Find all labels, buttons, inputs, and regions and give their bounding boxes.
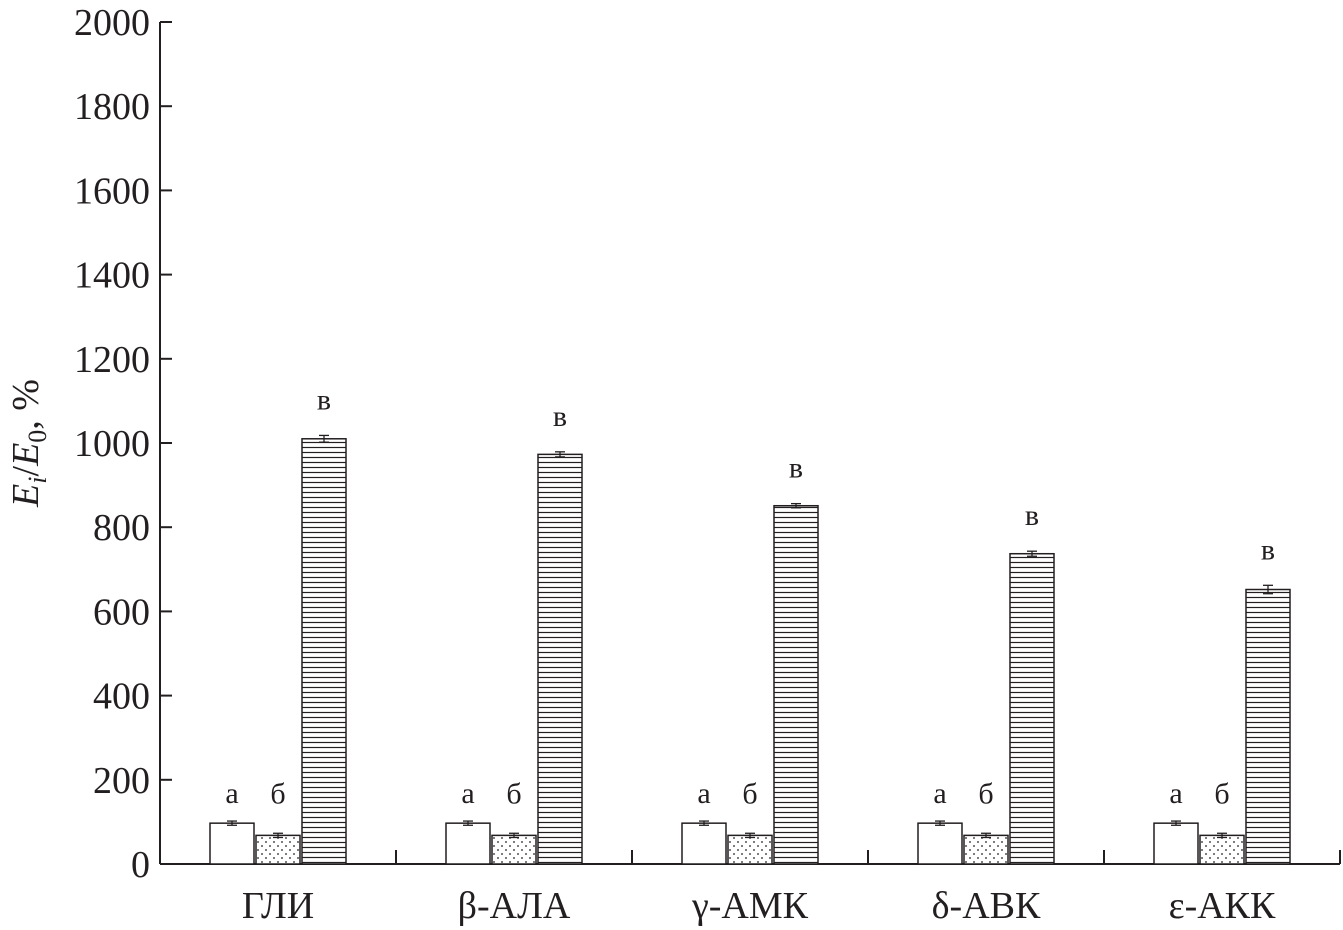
ylabel-slash: / xyxy=(5,465,47,476)
bar-letter-label: а xyxy=(697,777,710,810)
ylabel-e: E xyxy=(5,484,47,508)
bar xyxy=(301,438,347,865)
bar-letter-label: в xyxy=(317,383,331,416)
y-tick-label: 1800 xyxy=(74,86,150,128)
bar xyxy=(445,822,491,865)
bar-letter-label: в xyxy=(553,400,567,433)
x-axis-ticks: ГЛИ β-АЛА γ-АМК δ-АВК ε-АКК xyxy=(242,850,1341,927)
x-category-label: ε-АКК xyxy=(1169,885,1276,927)
ylabel-e0: E xyxy=(5,443,47,467)
y-tick-label: 0 xyxy=(131,844,150,886)
bar xyxy=(773,504,819,865)
bar-letter-label: б xyxy=(978,777,993,810)
bar-letter-label: а xyxy=(461,777,474,810)
y-tick-label: 2000 xyxy=(74,2,150,44)
bar xyxy=(209,822,255,865)
bar-letter-label: а xyxy=(225,777,238,810)
bar-groups: а бва бва бва бва бв xyxy=(209,383,1291,865)
x-category-label: ГЛИ xyxy=(242,885,314,927)
bar-letter-label: б xyxy=(1214,777,1229,810)
bar xyxy=(681,822,727,865)
bar xyxy=(1199,834,1245,865)
x-category-label: γ-АМК xyxy=(691,885,809,927)
bar xyxy=(963,834,1009,865)
bar xyxy=(1245,588,1291,865)
bar-group: а б в xyxy=(209,383,347,865)
x-category-label: δ-АВК xyxy=(932,885,1041,927)
bar xyxy=(1153,822,1199,865)
y-tick-label: 1600 xyxy=(74,170,150,212)
ylabel-i: i xyxy=(23,476,52,483)
y-tick-label: 600 xyxy=(93,591,150,633)
bar-letter-label: в xyxy=(1025,499,1039,532)
y-tick-label: 400 xyxy=(93,676,150,718)
y-tick-label: 1400 xyxy=(74,255,150,297)
bar-letter-label: б xyxy=(270,777,285,810)
bar-letter-label: в xyxy=(789,452,803,485)
bar-letter-label: б xyxy=(742,777,757,810)
bar xyxy=(727,834,773,865)
y-tick-label: 200 xyxy=(93,760,150,802)
bar xyxy=(537,453,583,865)
y-axis-label: Ei/E0, % xyxy=(5,379,52,508)
bar xyxy=(255,834,301,865)
ylabel-unit: , % xyxy=(5,379,47,430)
bar-letter-label: в xyxy=(1261,533,1275,566)
bar-group: а б в xyxy=(917,499,1055,865)
bar-letter-label: а xyxy=(933,777,946,810)
x-category-label: β-АЛА xyxy=(458,885,571,927)
bar-group: а б в xyxy=(1153,533,1291,865)
bar-letter-label: а xyxy=(1169,777,1182,810)
y-tick-label: 1000 xyxy=(74,423,150,465)
bar-group: а б в xyxy=(445,400,583,865)
bar-letter-label: б xyxy=(506,777,521,810)
y-tick-label: 800 xyxy=(93,507,150,549)
bar xyxy=(1009,552,1055,865)
bar-group: а б в xyxy=(681,452,819,865)
y-axis-ticks: 0 200 400 600 800 1000 1200 1400 1600 1800 2000 xyxy=(74,2,172,886)
ylabel-sub0: 0 xyxy=(23,430,52,443)
bar xyxy=(491,834,537,865)
y-tick-label: 1200 xyxy=(74,339,150,381)
bar xyxy=(917,822,963,865)
